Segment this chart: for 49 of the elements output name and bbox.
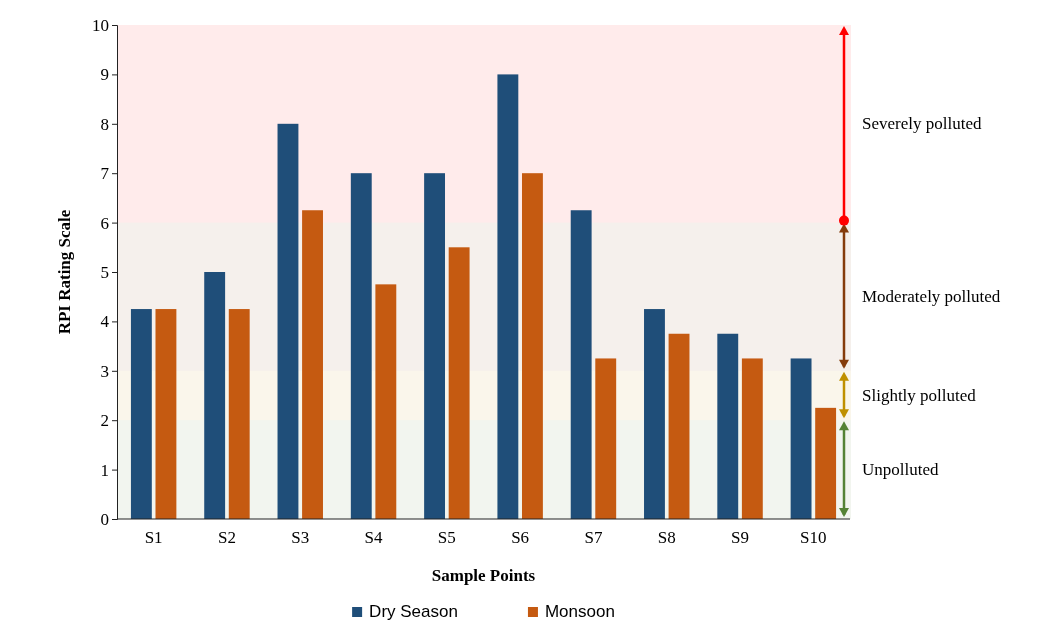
y-tick-label: 4	[100, 312, 110, 332]
bar	[350, 173, 372, 519]
x-axis-title: Sample Points	[431, 566, 536, 585]
bar	[375, 284, 397, 519]
x-tick-label: S4	[364, 528, 384, 548]
band-label: Slightly polluted	[862, 385, 977, 405]
x-tick-label: S3	[291, 528, 310, 548]
x-tick-label: S5	[437, 528, 456, 548]
bar	[204, 272, 226, 519]
y-axis-title: RPI Rating Scale	[55, 209, 74, 335]
x-tick-label: S8	[657, 528, 676, 548]
y-tick-label: 0	[100, 509, 109, 529]
x-tick-label: S9	[731, 528, 750, 548]
bar	[155, 309, 177, 519]
bar	[815, 407, 837, 519]
bar	[497, 74, 519, 519]
x-tick-label: S2	[217, 528, 236, 548]
y-tick-label: 9	[100, 65, 109, 85]
y-tick-label: 10	[92, 15, 109, 35]
bar	[521, 173, 543, 519]
bar	[130, 309, 152, 519]
x-tick-label: S1	[144, 528, 163, 548]
bar	[595, 358, 617, 519]
band-label: Moderately polluted	[862, 286, 1001, 306]
y-tick-label: 8	[100, 114, 109, 134]
x-tick-label: S10	[800, 528, 827, 548]
y-tick-label: 3	[100, 361, 109, 381]
bar	[228, 309, 250, 519]
bar	[424, 173, 446, 519]
bar	[448, 247, 470, 519]
bar	[277, 123, 299, 519]
bar	[741, 358, 763, 519]
bar	[717, 333, 739, 519]
legend-label: Dry Season	[369, 602, 458, 621]
band-label: Unpolluted	[862, 459, 939, 479]
y-tick-label: 2	[100, 411, 109, 431]
bar	[668, 333, 690, 519]
bar	[570, 210, 592, 519]
bar	[644, 309, 665, 519]
bar	[790, 358, 812, 519]
x-tick-label: S6	[511, 528, 530, 548]
x-tick-label: S7	[584, 528, 603, 548]
y-tick-label: 5	[100, 262, 109, 282]
bar	[302, 210, 323, 519]
y-tick-label: 1	[100, 460, 109, 480]
y-tick-label: 7	[100, 164, 110, 184]
legend-label: Monsoon	[544, 602, 615, 621]
y-tick-label: 6	[100, 213, 109, 233]
band-label: Severely polluted	[862, 113, 982, 133]
